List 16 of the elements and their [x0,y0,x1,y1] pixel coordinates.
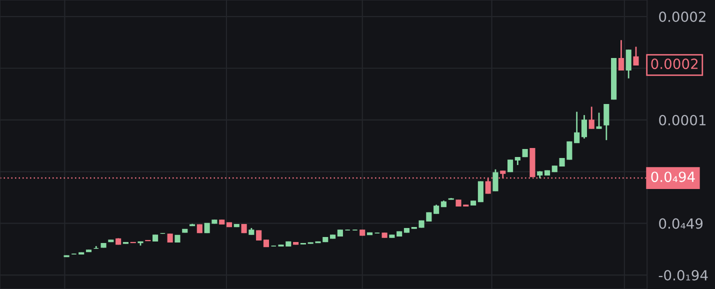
candlestick [507,159,514,173]
candlestick [596,112,602,130]
candlestick [604,103,610,141]
candlestick [492,168,498,192]
y-tick-label: 0.0002 [659,12,706,22]
y-tick-label: 0.0001 [659,114,706,126]
candlestick [574,111,580,144]
text: 0.0002 [651,58,698,70]
ref-line-label: 0.0₄94 [651,172,695,182]
candlestick [588,106,594,130]
candlestick [633,46,639,66]
candlestick [618,39,624,72]
candlestick [581,114,588,140]
y-tick-label: -0.0₁94 [658,270,708,281]
y-tick-label: 0.0₄49 [659,218,703,229]
candlestick [626,49,632,80]
